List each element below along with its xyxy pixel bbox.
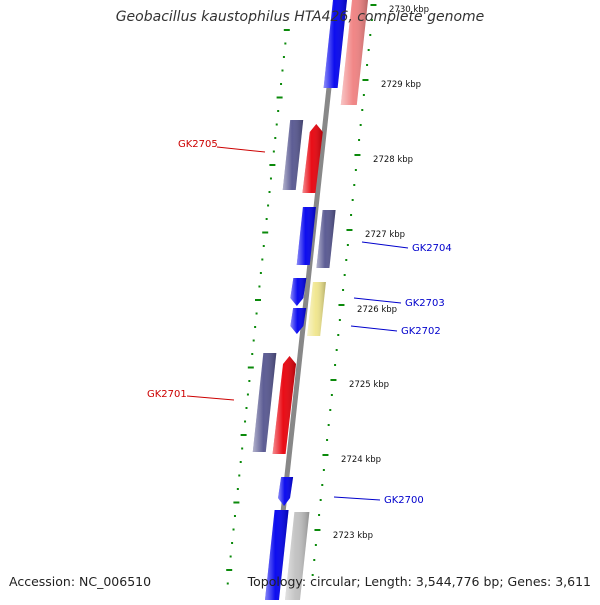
summary-text: Topology: circular; Length: 3,544,776 bp… <box>247 574 591 589</box>
gene-gk2701-shading <box>272 356 297 454</box>
gene-gk2703-shading <box>290 278 307 306</box>
gene-pink-top-shading <box>340 0 368 105</box>
gene-label[interactable]: GK2704 <box>412 243 452 254</box>
gene-label[interactable]: GK2702 <box>401 326 441 337</box>
gene-label[interactable]: GK2700 <box>384 495 424 506</box>
gene-gk2705[interactable] <box>302 124 323 193</box>
kbp-tick-label: 2725 kbp <box>349 380 389 390</box>
kbp-tick-label: 2730 kbp <box>389 5 429 15</box>
gene-gk2703[interactable] <box>290 278 307 306</box>
gene-purple-gk2704[interactable] <box>316 210 336 268</box>
gene-purple-gk2701[interactable] <box>252 353 277 452</box>
gene-purple-gk2704-shading <box>316 210 336 268</box>
tick-marks <box>226 4 377 585</box>
gene-blue-bottom-shading <box>264 510 289 605</box>
gene-purple-gk2705-shading <box>282 120 304 190</box>
gene-label-leader <box>216 146 266 153</box>
gene-gk2704-forward-shading <box>296 207 316 265</box>
gene-features <box>252 0 369 605</box>
kbp-tick-label: 2723 kbp <box>333 531 373 541</box>
kbp-tick-label: 2728 kbp <box>373 155 413 165</box>
gene-gk2704-forward[interactable] <box>296 207 316 265</box>
gene-label[interactable]: GK2701 <box>147 389 187 400</box>
gene-gk2702-shading <box>290 308 307 334</box>
gene-blue-top[interactable] <box>323 0 348 88</box>
kbp-tick-label: 2726 kbp <box>357 305 397 315</box>
kbp-tick-label: 2724 kbp <box>341 455 381 465</box>
gene-label-leader <box>333 496 381 501</box>
gene-label-leader <box>353 297 402 304</box>
gene-gk2705-shading <box>302 124 323 193</box>
gene-blue-bottom[interactable] <box>264 510 289 605</box>
kbp-tick-label: 2729 kbp <box>381 80 421 90</box>
kbp-tick-label: 2727 kbp <box>365 230 405 240</box>
gene-label-leader <box>350 325 398 332</box>
gene-label-leader <box>361 241 409 249</box>
gene-yellow[interactable] <box>307 282 326 336</box>
gene-gk2701[interactable] <box>272 356 297 454</box>
gene-label-leader <box>186 395 235 401</box>
map-title: Geobacillus kaustophilus HTA426, complet… <box>115 9 485 25</box>
gene-purple-gk2701-shading <box>252 353 277 452</box>
gene-gk2702[interactable] <box>290 308 307 334</box>
gene-pink-top[interactable] <box>340 0 369 105</box>
gene-blue-top-shading <box>323 0 347 88</box>
gene-grey-bottom[interactable] <box>284 512 310 605</box>
gene-label[interactable]: GK2705 <box>178 139 218 150</box>
gene-grey-bottom-shading <box>284 512 310 605</box>
gene-purple-gk2705[interactable] <box>282 120 304 190</box>
gene-label[interactable]: GK2703 <box>405 298 445 309</box>
gene-yellow-shading <box>307 282 326 336</box>
labels: 2730 kbp 2729 kbp 2728 kbp 2727 kbp 2726 kbp… <box>147 5 452 541</box>
accession-text: Accession: NC_006510 <box>9 574 152 589</box>
gene-gk2700[interactable] <box>278 477 294 506</box>
gene-gk2700-shading <box>278 477 294 506</box>
